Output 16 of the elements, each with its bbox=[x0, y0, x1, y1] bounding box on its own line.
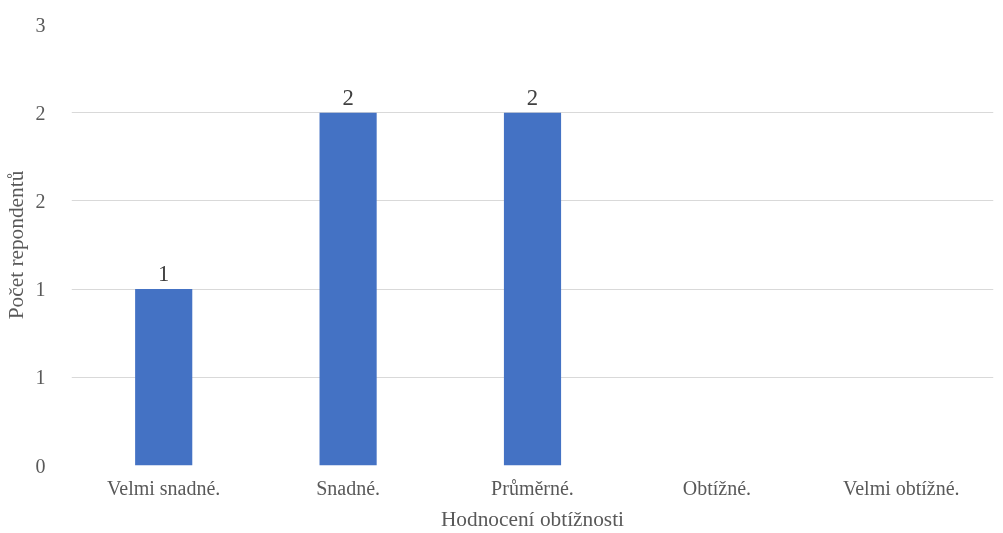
x-tick-label: Snadné. bbox=[316, 476, 381, 499]
y-tick-label: 2 bbox=[35, 189, 46, 212]
y-axis-title: Počet repondentů bbox=[3, 170, 28, 320]
y-tick-label: 1 bbox=[35, 366, 46, 389]
y-tick-label: 1 bbox=[35, 278, 46, 301]
data-label: 1 bbox=[158, 261, 170, 287]
x-tick-label: Velmi snadné. bbox=[107, 476, 221, 499]
data-label: 2 bbox=[342, 84, 354, 110]
data-label: 2 bbox=[526, 84, 539, 110]
y-tick-label: 3 bbox=[35, 13, 46, 36]
x-tick-label: Velmi obtížné. bbox=[842, 476, 960, 499]
x-axis-title: Hodnocení obtížnosti bbox=[440, 506, 625, 531]
x-tick-label: Obtížné. bbox=[682, 476, 752, 499]
x-tick-label: Průměrné. bbox=[491, 476, 574, 499]
y-tick-label: 2 bbox=[35, 101, 46, 124]
y-tick-label: 0 bbox=[35, 454, 46, 477]
